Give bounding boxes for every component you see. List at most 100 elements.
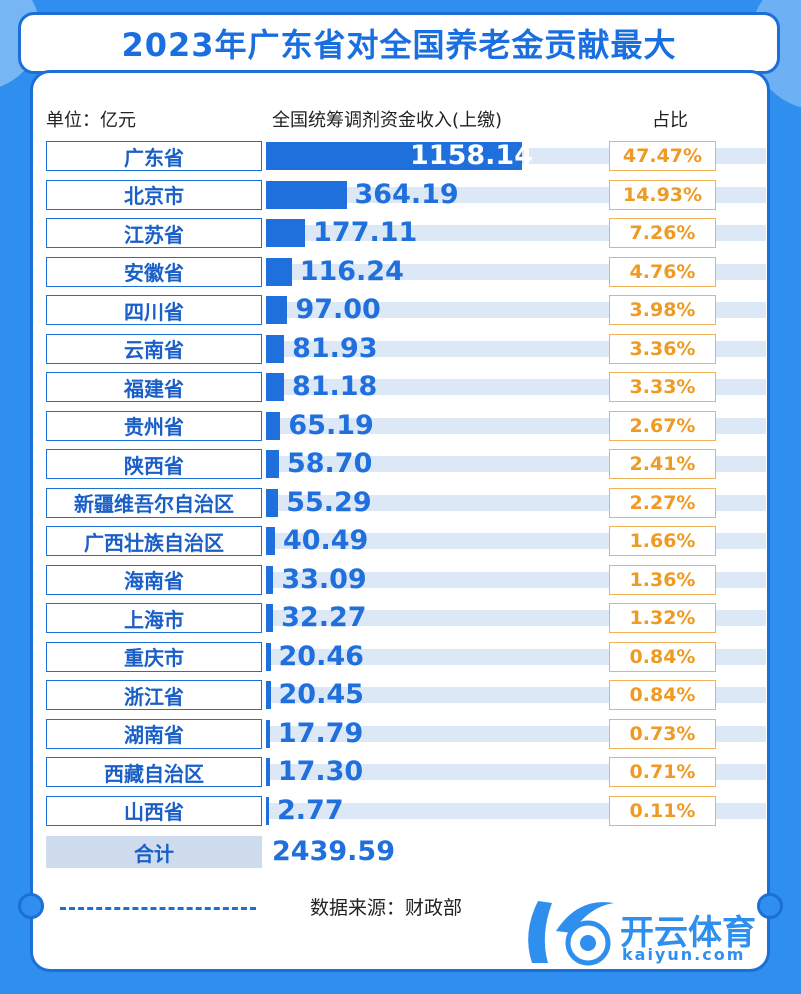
region-label: 上海市 [46,603,262,633]
share-badge: 3.33% [609,372,716,402]
share-badge: 4.76% [609,256,716,287]
table-row: 广东省 1158.14 47.47% [0,141,801,171]
bar-value-label: 2.77 [277,794,344,826]
table-row: 陕西省 58.70 2.41% [0,449,801,479]
table-row: 北京市 364.19 14.93% [0,178,801,210]
table-row: 海南省 33.09 1.36% [0,563,801,595]
bar [266,142,522,170]
region-label: 湖南省 [46,718,262,749]
region-label: 贵州省 [46,410,262,441]
logo-subtext: kaiyun.com [622,945,746,964]
table-row: 上海市 32.27 1.32% [0,603,801,633]
bar [266,796,269,825]
bar-value-label: 116.24 [299,255,404,287]
bar [266,296,288,324]
logo-text: 开云体育 [620,913,756,953]
kaiyun-logo-mark [528,901,614,966]
share-badge: 47.47% [609,141,716,171]
unit-label: 单位：亿元 [46,110,136,131]
bar [266,373,284,401]
bar [266,257,292,286]
bar-value-label: 17.79 [277,717,364,749]
total-label: 合计 [46,836,262,868]
bar-value-label: 33.09 [281,563,367,595]
region-label: 重庆市 [46,641,262,672]
table-row: 新疆维吾尔自治区 55.29 2.27% [0,486,801,518]
table-row: 重庆市 20.46 0.84% [0,640,801,672]
bar [266,719,270,748]
region-label: 山西省 [46,795,262,826]
table-row: 湖南省 17.79 0.73% [0,717,801,749]
region-label: 陕西省 [46,449,262,479]
bar [266,565,274,594]
table-row: 四川省 97.00 3.98% [0,295,801,325]
card-notch-left [18,893,44,919]
bar [266,681,271,709]
share-badge: 1.66% [609,526,716,556]
bar-value-label: 20.45 [278,679,364,710]
bar [266,758,270,786]
bar [266,334,285,363]
bar-value-label: 40.49 [282,525,369,556]
share-badge: 7.26% [609,218,716,248]
table-row: 西藏自治区 17.30 0.71% [0,757,801,787]
table-row: 贵州省 65.19 2.67% [0,410,801,441]
share-badge: 14.93% [609,179,716,210]
table-row: 浙江省 20.45 0.84% [0,680,801,710]
data-source: 数据来源：财政部 [310,897,463,919]
bar-value-label: 364.19 [354,178,459,210]
card-notch-right [757,893,783,919]
bar-value-label: 81.18 [291,371,378,402]
title-banner: 2023年广东省对全国养老金贡献最大 [18,12,780,74]
region-label: 福建省 [46,372,262,402]
share-badge: 2.27% [609,487,716,518]
share-badge: 1.32% [609,603,716,633]
table-row: 云南省 81.93 3.36% [0,332,801,364]
region-label: 云南省 [46,333,262,364]
bar-value-label: 1158.14 [410,140,533,171]
bar [266,219,306,247]
bar-value-label: 55.29 [286,486,372,518]
bar [266,527,275,555]
region-label: 海南省 [46,564,262,595]
table-row: 福建省 81.18 3.33% [0,372,801,402]
total-value: 2439.59 [272,836,395,867]
region-label: 江苏省 [46,218,262,248]
bar [266,411,281,440]
share-badge: 0.73% [609,718,716,749]
bar-value-label: 177.11 [313,217,418,248]
region-label: 浙江省 [46,680,262,710]
region-label: 西藏自治区 [46,757,262,787]
region-label: 广西壮族自治区 [46,526,262,556]
bar-value-label: 17.30 [277,756,364,787]
table-row: 江苏省 177.11 7.26% [0,218,801,248]
region-label: 北京市 [46,179,262,210]
amount-column-header: 全国统筹调剂资金收入(上缴) [272,110,503,131]
bar [266,604,274,632]
region-label: 四川省 [46,295,262,325]
bar-value-label: 32.27 [281,602,367,633]
chart-title: 2023年广东省对全国养老金贡献最大 [121,26,677,64]
bar [266,180,347,209]
bar [266,488,279,517]
region-label: 安徽省 [46,256,262,287]
table-row: 安徽省 116.24 4.76% [0,255,801,287]
share-badge: 0.71% [609,757,716,787]
table-row: 广西壮族自治区 40.49 1.66% [0,526,801,556]
share-badge: 1.36% [609,564,716,595]
bar [266,450,279,478]
share-badge: 0.84% [609,641,716,672]
region-label: 广东省 [46,141,262,171]
bar-value-label: 97.00 [295,294,381,325]
divider-dashed-left [60,907,256,910]
total-row: 合计 2439.59 [0,836,801,868]
share-badge: 3.36% [609,333,716,364]
share-badge: 2.67% [609,410,716,441]
share-badge: 3.98% [609,295,716,325]
bar-value-label: 20.46 [278,640,364,672]
share-badge: 2.41% [609,449,716,479]
share-badge: 0.11% [609,795,716,826]
bar [266,642,271,671]
bar-value-label: 81.93 [292,332,378,364]
share-column-header: 占比 [652,110,688,131]
